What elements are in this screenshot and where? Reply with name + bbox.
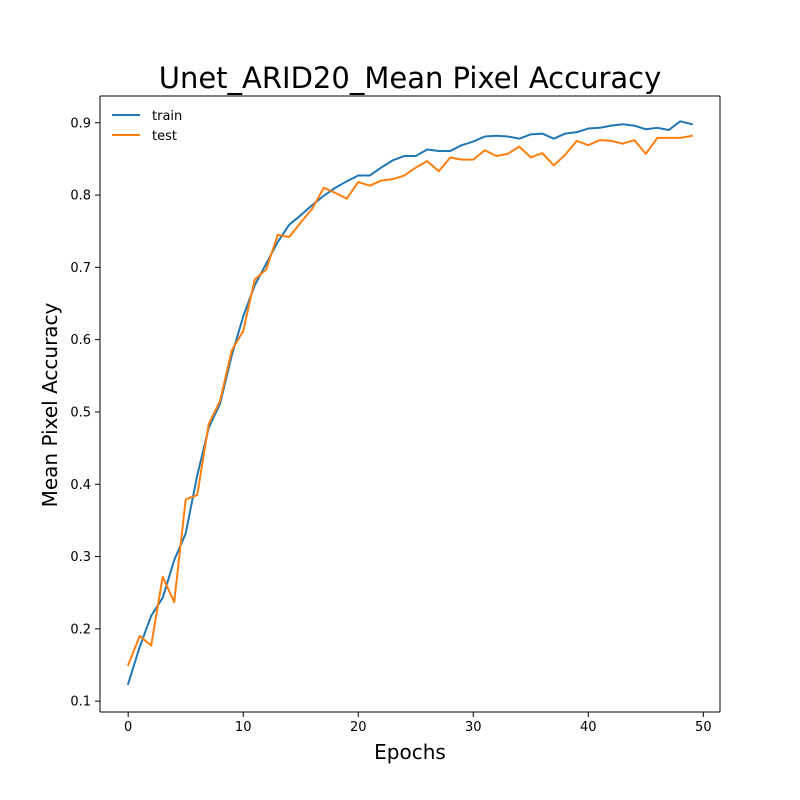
chart-title: Unet_ARID20_Mean Pixel Accuracy [159,61,662,95]
y-tick-label: 0.6 [70,333,91,348]
y-tick-label: 0.2 [70,622,91,637]
x-tick-label: 50 [695,720,712,735]
series-line-test [126,134,693,667]
plot-area: 0 10 20 30 40 50 0.1 0.2 0.3 0.4 0.5 0.6 0.7 0.8 0.9 [70,95,721,735]
legend: train test [112,109,182,144]
x-tick-label: 40 [580,720,597,735]
x-tick-label: 0 [124,720,132,735]
x-tick-label: 20 [350,720,367,735]
y-tick-label: 0.8 [70,189,91,204]
x-axis-label: Epochs [374,740,446,764]
x-tick-label: 30 [465,720,482,735]
y-tick-label: 0.1 [70,695,91,710]
y-tick-label: 0.5 [70,405,91,420]
y-axis-label: Mean Pixel Accuracy [38,302,62,507]
y-tick-label: 0.3 [70,550,91,565]
y-tick-label: 0.4 [70,478,91,493]
x-tick-label: 10 [235,720,252,735]
y-tick-label: 0.7 [70,261,91,276]
y-tick-label: 0.9 [70,116,91,131]
legend-test-label: test [152,129,177,144]
legend-train-label: train [152,109,182,124]
